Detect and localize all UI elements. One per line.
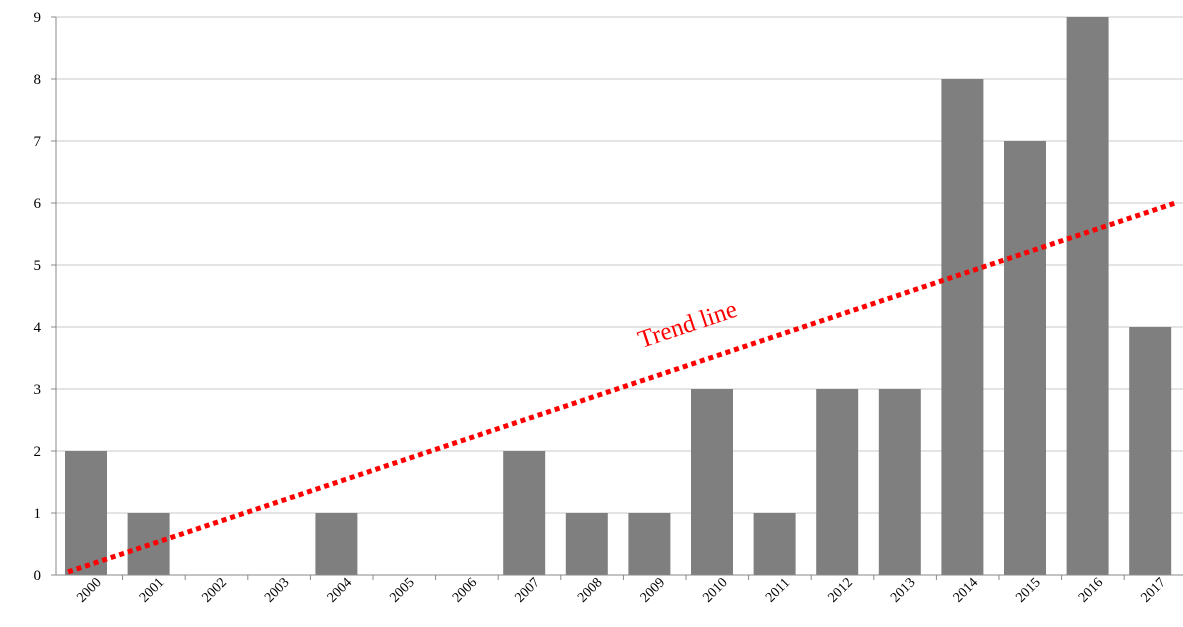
x-tick-label: 2000: [74, 575, 104, 605]
x-tick-label: 2016: [1076, 575, 1106, 605]
x-tick-label: 2017: [1139, 575, 1169, 605]
y-tick-label: 3: [34, 382, 42, 398]
gridlines: [56, 16, 1183, 514]
bar-2008: [565, 513, 608, 575]
y-tick-label: 9: [34, 10, 42, 26]
x-tick-label: 2003: [262, 575, 292, 605]
x-tick-label: 2013: [888, 575, 918, 605]
x-tick-label: 2008: [575, 575, 605, 605]
x-tick-label: 2015: [1013, 575, 1043, 605]
x-tick-label: 2005: [387, 575, 417, 605]
y-tick-label: 7: [34, 134, 42, 150]
x-tick-label: 2014: [951, 575, 981, 605]
bar-2014: [941, 79, 984, 575]
x-tick-label: 2007: [513, 575, 543, 605]
trend-line: [67, 200, 1176, 575]
bar-2000: [65, 451, 107, 575]
bars: [65, 17, 1172, 575]
bar-2016: [1066, 17, 1109, 575]
y-tick-label: 8: [34, 72, 42, 88]
x-tick-label: 2004: [325, 575, 355, 605]
x-tick-label: 2012: [826, 575, 856, 605]
y-tick-label: 1: [34, 506, 42, 522]
x-tick-label: 2002: [200, 575, 230, 605]
bar-2007: [503, 451, 546, 575]
bar-2017: [1129, 327, 1172, 575]
y-tick-label: 5: [34, 258, 42, 274]
x-tick-label: 2010: [700, 575, 730, 605]
y-tick-label: 6: [34, 196, 42, 212]
x-tick-label: 2011: [763, 576, 793, 606]
x-tick-label: 2006: [450, 575, 480, 605]
trend-line-label: Trend line: [635, 296, 741, 354]
bar-2010: [691, 389, 733, 575]
y-tick-label: 0: [34, 568, 42, 584]
axes: [55, 17, 1183, 576]
bar-2012: [816, 389, 859, 575]
bar-2015: [1004, 141, 1046, 575]
y-tick-label: 4: [34, 320, 42, 336]
bar-2013: [878, 389, 921, 575]
bar-2011: [753, 513, 796, 575]
x-tick-label: 2001: [137, 575, 167, 605]
x-tick-label: 2009: [638, 575, 668, 605]
x-tick-labels: 2000 2001 2002 2003 2004 2005 2006 2007 2008 2009…: [74, 575, 1169, 606]
bar-2009: [628, 513, 671, 575]
bar-2004: [315, 513, 358, 575]
y-tick-label: 2: [34, 444, 42, 460]
y-tick-labels: 0 1 2 3 4 5 6 7 8 9: [34, 10, 56, 584]
